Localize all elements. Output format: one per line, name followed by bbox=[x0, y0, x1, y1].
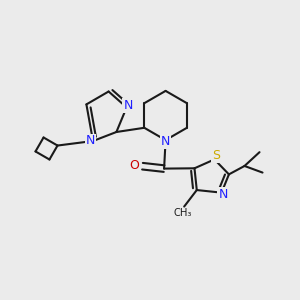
Text: N: N bbox=[218, 188, 228, 201]
Text: N: N bbox=[86, 134, 95, 148]
Text: O: O bbox=[129, 159, 139, 172]
Text: S: S bbox=[212, 149, 220, 162]
Text: CH₃: CH₃ bbox=[173, 208, 192, 218]
Text: N: N bbox=[123, 99, 133, 112]
Text: N: N bbox=[161, 135, 170, 148]
